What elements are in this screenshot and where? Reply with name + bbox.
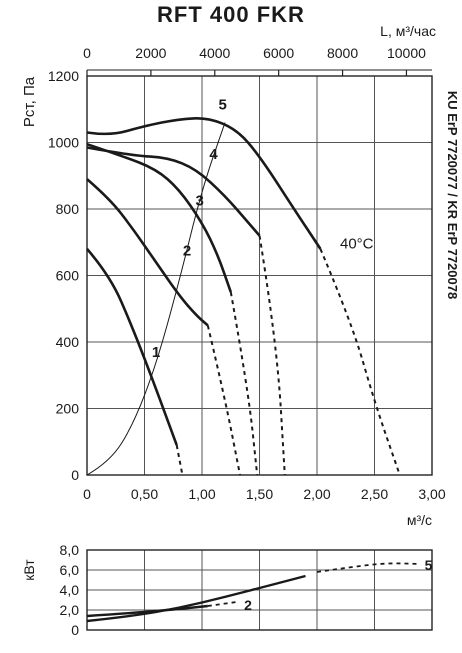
y-tick-label: 0: [71, 467, 79, 483]
series-4-dashed: [258, 235, 286, 476]
series-3-line: [86, 142, 233, 293]
top-axis-tick-label: 8000: [327, 45, 358, 61]
y-tick-label: 1000: [48, 135, 79, 151]
power-y-tick-label: 8,0: [60, 542, 80, 558]
y-tick-label: 400: [56, 334, 80, 350]
x-tick-label: 0: [83, 486, 91, 502]
top-axis-tick-label: 10000: [387, 45, 426, 61]
curve-label-4: 4: [209, 146, 218, 163]
series-1-line: [86, 248, 178, 446]
x-tick-label: 2,00: [303, 486, 330, 502]
curve-label-5: 5: [219, 96, 227, 113]
top-axis-tick-label: 0: [83, 45, 91, 61]
power-series-5-line: [86, 574, 306, 623]
series-2-line: [86, 178, 209, 327]
power-curve-label-2: 2: [244, 597, 252, 613]
top-axis-tick-label: 6000: [263, 45, 294, 61]
power-y-tick-label: 4,0: [60, 582, 80, 598]
y-tick-label: 800: [56, 201, 80, 217]
x-tick-label: 0,50: [131, 486, 158, 502]
x-tick-label: 1,00: [188, 486, 215, 502]
y-tick-label: 1200: [48, 68, 79, 84]
power-y-tick-label: 0: [71, 622, 79, 638]
x-axis-label: м³/с: [407, 512, 432, 528]
series-system-line: [86, 122, 226, 476]
x-tick-label: 1,50: [246, 486, 273, 502]
top-axis-tick-label: 4000: [199, 45, 230, 61]
side-label: KU ErP 7720077 / KR ErP 7720078: [445, 91, 460, 299]
power-series-2-dashed: [207, 601, 237, 607]
curve-label-2: 2: [183, 243, 191, 260]
x-tick-label: 3,00: [418, 486, 445, 502]
power-plot-frame: [86, 549, 433, 631]
temperature-annotation: 40°C: [340, 235, 374, 252]
series-2-dashed: [206, 325, 241, 476]
plot-frame: [86, 75, 433, 476]
series-3-dashed: [229, 291, 259, 476]
chart-title: RFT 400 FKR: [157, 2, 305, 27]
series-1-dashed: [175, 444, 184, 476]
top-axis-tick-label: 2000: [135, 45, 166, 61]
series-4-line: [86, 146, 261, 237]
power-y-axis-label: кВт: [21, 559, 37, 581]
curve-label-3: 3: [196, 193, 204, 210]
x-tick-label: 2,50: [361, 486, 388, 502]
y-axis-label: Pст, Па: [21, 76, 38, 127]
power-series-5-dashed: [316, 562, 421, 573]
top-axis-label: L, м³/час: [380, 23, 436, 39]
series-5-line: [86, 117, 322, 250]
power-curve-label-5: 5: [425, 557, 433, 573]
curve-label-1: 1: [152, 344, 160, 361]
power-y-tick-label: 2,0: [60, 602, 80, 618]
series-5-dashed: [319, 248, 401, 476]
y-tick-label: 200: [56, 401, 80, 417]
power-y-tick-label: 6,0: [60, 562, 80, 578]
y-tick-label: 600: [56, 268, 80, 284]
